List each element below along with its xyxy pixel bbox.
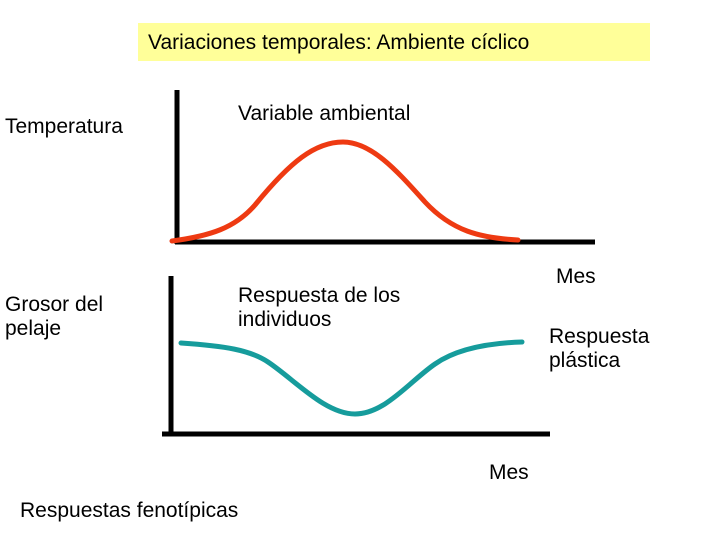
phenotypic-responses-label: Respuestas fenotípicas [20, 499, 239, 522]
response-curve [178, 339, 525, 417]
environment-curve [169, 139, 521, 244]
month-label-bottom: Mes [489, 461, 529, 484]
diagram-title: Variaciones temporales: Ambiente cíclico [148, 31, 530, 54]
environmental-variable-label: Variable ambiental [238, 102, 411, 125]
title-banner [138, 23, 650, 61]
month-label-top: Mes [556, 265, 596, 288]
plastic-response-label: Respuesta plástica [549, 325, 650, 372]
individual-response-label: Respuesta de los individuos [238, 284, 401, 331]
temperature-label: Temperatura [5, 115, 123, 138]
fur-thickness-label: Grosor del pelaje [5, 293, 104, 340]
